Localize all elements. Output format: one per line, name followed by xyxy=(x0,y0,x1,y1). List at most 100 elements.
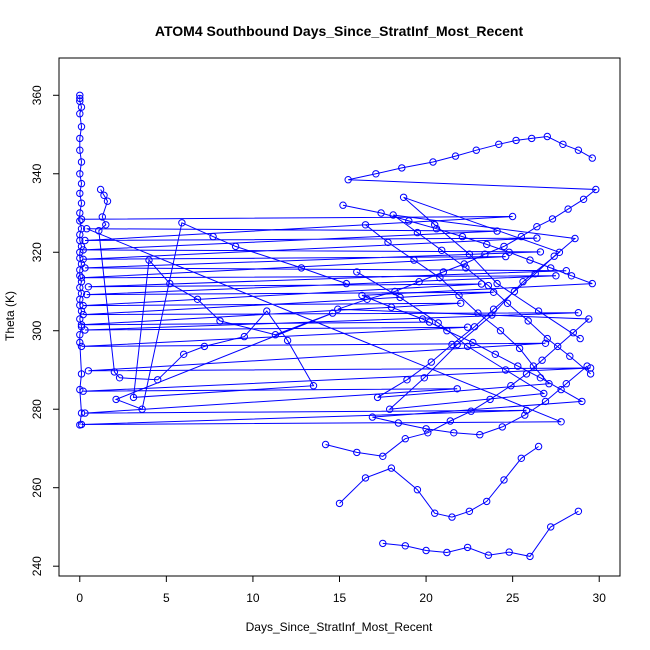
data-point xyxy=(548,215,557,223)
data-point xyxy=(387,303,396,311)
data-point xyxy=(361,221,370,229)
data-point xyxy=(353,268,361,276)
data-point xyxy=(481,250,489,258)
data-point xyxy=(77,409,86,417)
data-point xyxy=(399,193,408,202)
data-point xyxy=(321,440,330,449)
data-point xyxy=(541,339,550,347)
x-axis: 0 5 10 15 20 25 30 xyxy=(76,575,606,605)
data-point xyxy=(462,264,470,272)
data-point xyxy=(339,201,347,209)
y-axis: 240 260 280 300 320 340 360 xyxy=(30,85,60,576)
data-point xyxy=(552,272,560,280)
series-8 xyxy=(379,507,583,561)
series-1 xyxy=(77,212,595,429)
data-point xyxy=(76,338,84,347)
data-point xyxy=(438,246,446,255)
data-point xyxy=(413,228,422,237)
data-point xyxy=(427,358,435,366)
data-point xyxy=(585,315,593,323)
data-point xyxy=(98,213,107,221)
data-point xyxy=(77,215,86,224)
data-point xyxy=(384,238,392,247)
series-5 xyxy=(361,211,595,402)
data-point xyxy=(439,268,448,276)
data-point xyxy=(507,382,515,390)
data-point xyxy=(533,223,541,231)
data-point xyxy=(534,307,543,315)
data-point xyxy=(372,170,380,178)
data-point xyxy=(524,317,532,325)
data-point xyxy=(448,340,456,349)
data-point xyxy=(521,411,529,419)
y-tick-label: 340 xyxy=(30,163,44,183)
data-point xyxy=(200,342,209,351)
data-point xyxy=(502,366,510,374)
data-point xyxy=(154,376,162,384)
data-point xyxy=(401,435,409,443)
data-point xyxy=(505,248,513,257)
data-point xyxy=(76,146,84,154)
data-point xyxy=(361,474,370,482)
x-tick-label: 25 xyxy=(506,591,520,605)
data-point xyxy=(484,551,493,559)
data-point xyxy=(77,321,86,329)
data-point xyxy=(429,158,437,166)
data-point xyxy=(309,382,318,390)
data-point xyxy=(231,242,240,251)
series-6 xyxy=(353,193,584,413)
data-point xyxy=(193,295,202,303)
data-point xyxy=(514,362,522,370)
data-point xyxy=(536,248,545,256)
data-point xyxy=(540,389,548,398)
data-point xyxy=(76,217,84,225)
data-point xyxy=(443,548,451,557)
data-point xyxy=(81,264,89,272)
data-point xyxy=(472,146,480,154)
data-point xyxy=(500,242,508,251)
data-point xyxy=(586,370,595,378)
data-point xyxy=(115,374,124,382)
data-point xyxy=(413,486,422,494)
data-point xyxy=(463,323,472,331)
data-point xyxy=(484,281,493,290)
data-point xyxy=(557,385,565,394)
data-point xyxy=(488,311,496,319)
data-point xyxy=(588,279,596,288)
data-point xyxy=(209,232,217,241)
data-point xyxy=(95,227,103,235)
data-point xyxy=(448,513,456,521)
x-axis-label: Days_Since_StratInf_Most_Recent xyxy=(246,620,433,634)
series-line xyxy=(356,196,581,410)
data-point xyxy=(517,454,525,462)
data-point xyxy=(77,342,86,351)
data-point xyxy=(491,350,499,358)
data-point xyxy=(495,140,503,149)
data-point xyxy=(469,338,477,347)
data-point xyxy=(76,94,84,103)
data-point xyxy=(453,340,461,349)
x-tick-label: 20 xyxy=(419,591,433,605)
data-point xyxy=(512,136,520,145)
data-point xyxy=(81,326,89,334)
data-point xyxy=(538,356,546,364)
x-tick-label: 10 xyxy=(246,591,260,605)
data-point xyxy=(541,397,550,406)
data-point xyxy=(559,140,567,149)
data-point xyxy=(76,110,84,118)
data-point xyxy=(533,234,541,242)
data-point xyxy=(394,419,403,427)
data-point xyxy=(166,279,174,288)
data-point xyxy=(79,301,87,310)
data-point xyxy=(138,405,146,413)
x-tick-label: 15 xyxy=(333,591,347,605)
data-point xyxy=(431,509,439,517)
data-point xyxy=(564,205,572,213)
data-point xyxy=(515,344,524,353)
data-point xyxy=(422,546,430,555)
data-point xyxy=(476,431,484,439)
data-point xyxy=(425,318,434,326)
data-point xyxy=(368,413,377,421)
y-tick-label: 260 xyxy=(30,477,44,497)
data-point xyxy=(434,319,442,327)
